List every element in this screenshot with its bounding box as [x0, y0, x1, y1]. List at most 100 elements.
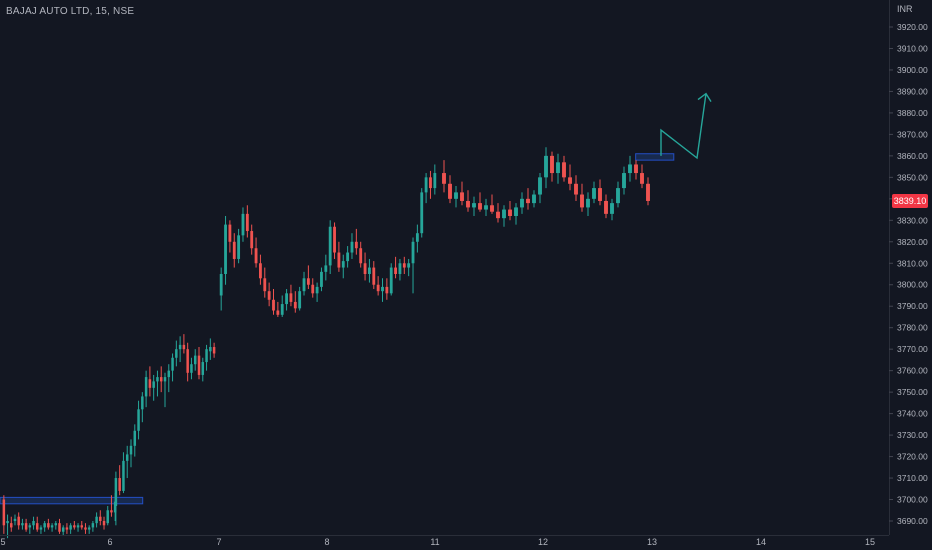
candle-body: [646, 183, 650, 201]
candle-body: [224, 224, 227, 274]
candle-body: [84, 527, 87, 530]
candle-body: [245, 213, 249, 232]
candle-body: [359, 248, 363, 264]
candle-body: [13, 518, 17, 521]
candle-body: [394, 267, 397, 274]
candle-body: [368, 267, 371, 274]
price-tick-label: 3910.00: [897, 43, 928, 53]
candle-body: [175, 349, 178, 358]
candle-body: [73, 525, 76, 528]
price-tick-label: 3700.00: [897, 495, 928, 505]
candles-layer: [2, 147, 650, 539]
candle-body: [193, 355, 197, 365]
price-tick-label: 3750.00: [897, 387, 928, 397]
candle-body: [113, 501, 117, 513]
candle-body: [99, 516, 102, 521]
price-axis[interactable]: 3920.00 3910.00 3900.00 3890.00 3880.00 3870.…: [889, 22, 928, 526]
candle-body: [550, 155, 554, 174]
candle-body: [2, 499, 6, 526]
candle-body: [604, 200, 608, 214]
candle-body: [610, 203, 614, 214]
candle-body: [598, 188, 602, 201]
candle-body: [141, 396, 144, 410]
candle-body: [69, 525, 72, 530]
candle-body: [50, 525, 54, 528]
price-tick-label: 3880.00: [897, 108, 928, 118]
candle-body: [640, 173, 644, 184]
candle-body: [182, 344, 186, 350]
candle-body: [586, 198, 590, 208]
zone-rect-0[interactable]: [0, 496, 144, 505]
zone-rect-2[interactable]: [635, 153, 675, 161]
candle-body: [376, 284, 380, 292]
candle-body: [61, 527, 65, 532]
candle-body: [346, 252, 350, 262]
price-tick-label: 3830.00: [897, 215, 928, 225]
time-tick-label: 6: [107, 537, 112, 547]
candle-body: [532, 194, 536, 204]
candle-body: [159, 377, 163, 382]
candle-body: [484, 205, 488, 210]
price-tick-label: 3730.00: [897, 430, 928, 440]
candle-body: [280, 304, 284, 315]
price-tick-label: 3870.00: [897, 129, 928, 139]
candle-body: [209, 347, 212, 352]
time-tick-label: 14: [756, 537, 766, 547]
candle-body: [293, 301, 297, 309]
candle-body: [285, 293, 288, 305]
candle-body: [508, 209, 512, 217]
candle-body: [267, 291, 271, 300]
candle-body: [54, 523, 58, 526]
price-tick-label: 3740.00: [897, 409, 928, 419]
arrow-head: [697, 92, 712, 102]
candle-body: [76, 525, 80, 528]
candle-body: [156, 377, 159, 382]
candle-body: [616, 188, 620, 204]
candle-body: [190, 364, 193, 373]
currency-label: INR: [897, 4, 913, 14]
time-tick-label: 12: [538, 537, 548, 547]
candle-body: [39, 527, 43, 530]
candle-body: [228, 224, 232, 242]
price-tick-label: 3850.00: [897, 172, 928, 182]
candle-body: [178, 344, 182, 350]
time-axis[interactable]: 5 6 7 8 11 12 13 14 15: [0, 537, 875, 547]
candle-body: [402, 263, 406, 268]
candle-body: [420, 192, 424, 234]
candle-body: [622, 173, 626, 189]
candle-body: [302, 278, 306, 292]
candle-body: [398, 263, 402, 274]
price-tick-label: 3900.00: [897, 65, 928, 75]
interval: 15: [95, 6, 108, 17]
price-tick-label: 3890.00: [897, 86, 928, 96]
candle-body: [58, 523, 61, 532]
price-tick-label: 3760.00: [897, 366, 928, 376]
candle-body: [232, 241, 236, 259]
candle-body: [562, 162, 566, 178]
candle-body: [125, 454, 129, 461]
candle-body: [385, 286, 389, 294]
candle-body: [237, 235, 241, 259]
candle-body: [254, 248, 258, 264]
candle-body: [298, 291, 302, 309]
candle-body: [171, 357, 174, 371]
candle-body: [466, 200, 470, 208]
candle-body: [460, 192, 464, 201]
candle-body: [6, 521, 9, 524]
candle-body: [263, 278, 267, 292]
candle-body: [21, 523, 24, 526]
candle-body: [407, 263, 411, 268]
candle-body: [389, 267, 393, 294]
candle-body: [102, 521, 106, 526]
candle-body: [341, 261, 345, 268]
candle-body: [32, 521, 35, 526]
candle-body: [306, 278, 310, 285]
candle-body: [337, 252, 341, 268]
candle-body: [95, 516, 98, 524]
title-separator: ,: [89, 6, 96, 17]
candle-body: [454, 192, 458, 199]
zones-layer: [0, 153, 675, 505]
candle-body: [17, 516, 20, 526]
